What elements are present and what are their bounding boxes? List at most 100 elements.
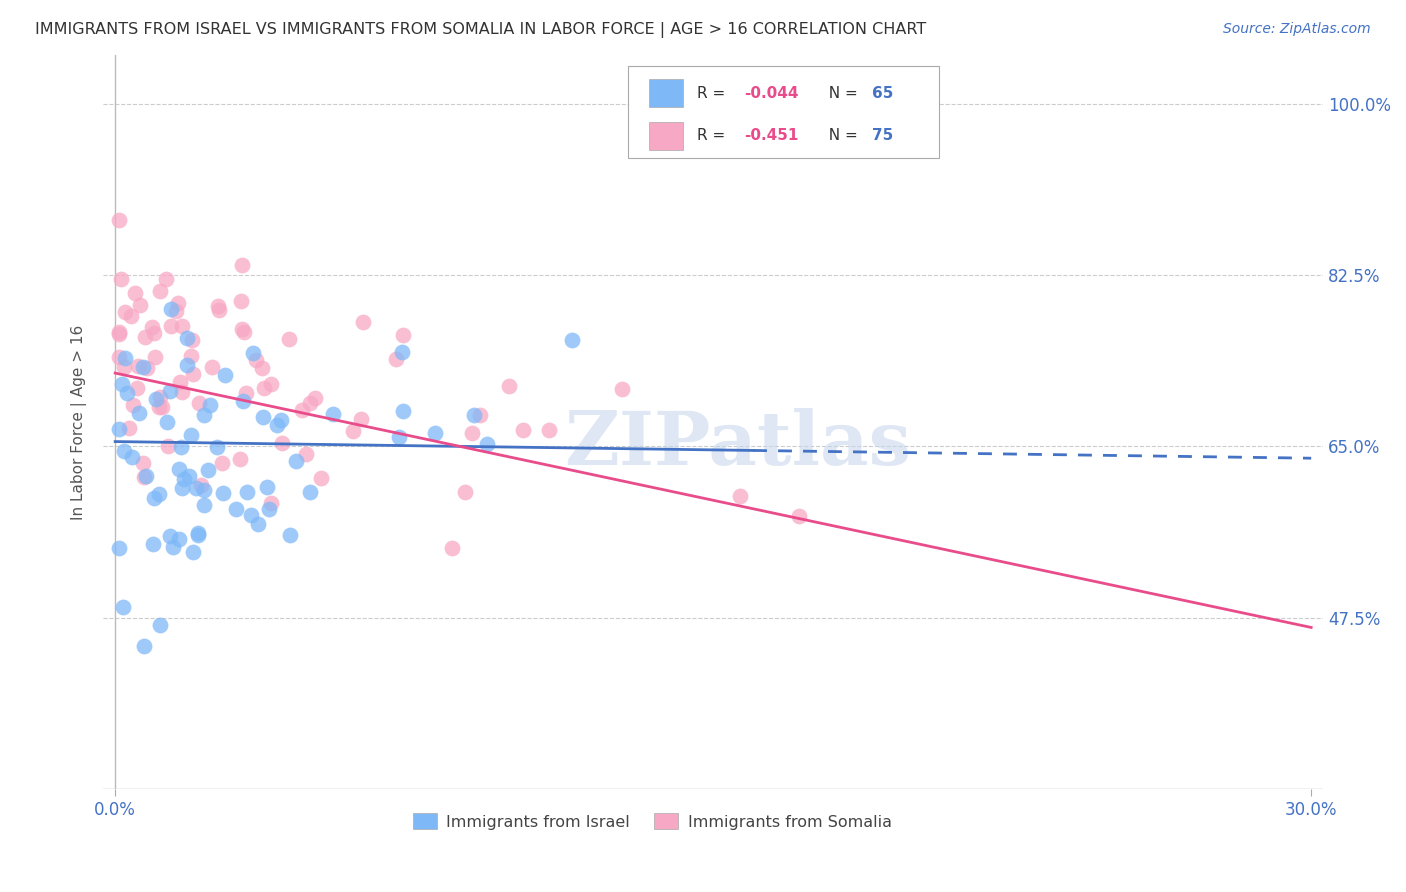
Point (170, 481, 193, 495)
Point (170, 384, 193, 399)
Point (142, 491, 165, 505)
Point (256, 480, 278, 494)
Point (149, 284, 172, 298)
Point (181, 545, 204, 559)
Point (112, 600, 135, 615)
Point (108, 325, 131, 339)
Point (156, 415, 179, 429)
Point (131, 359, 153, 374)
Point (193, 408, 215, 422)
Point (468, 408, 491, 422)
Point (236, 485, 259, 500)
Point (270, 413, 292, 427)
Text: 75: 75 (872, 128, 893, 143)
Point (232, 393, 254, 408)
Legend: Immigrants from Israel, Immigrants from Somalia: Immigrants from Israel, Immigrants from … (406, 806, 898, 836)
Point (304, 392, 326, 406)
Point (290, 403, 312, 417)
Point (322, 407, 344, 421)
Point (561, 334, 583, 348)
Point (242, 345, 264, 359)
Point (148, 487, 170, 501)
Point (538, 423, 561, 437)
Point (260, 496, 283, 510)
Point (184, 481, 207, 495)
Point (278, 528, 301, 542)
Point (159, 529, 181, 543)
Point (193, 498, 215, 512)
Point (152, 400, 174, 414)
Point (149, 390, 172, 404)
Point (176, 359, 198, 373)
Point (114, 351, 136, 365)
Point (277, 332, 299, 346)
Point (266, 418, 288, 433)
Text: R =: R = (697, 86, 731, 101)
Point (252, 410, 274, 425)
Point (461, 426, 484, 441)
Point (149, 618, 172, 632)
Point (228, 452, 250, 467)
Point (309, 471, 332, 485)
Point (155, 272, 177, 286)
Point (132, 456, 155, 470)
Point (122, 398, 145, 412)
Point (193, 483, 215, 497)
Text: N =: N = (820, 86, 863, 101)
Point (132, 640, 155, 654)
Point (270, 436, 292, 450)
Point (181, 334, 204, 348)
Point (385, 352, 408, 367)
Point (512, 423, 534, 437)
Point (211, 456, 233, 470)
Point (610, 382, 633, 396)
Point (477, 437, 499, 451)
Point (127, 381, 149, 395)
Point (143, 350, 166, 364)
Point (108, 350, 131, 364)
Point (298, 484, 321, 499)
FancyBboxPatch shape (628, 66, 939, 158)
Point (108, 422, 131, 436)
Point (298, 396, 321, 410)
Text: Source: ZipAtlas.com: Source: ZipAtlas.com (1223, 22, 1371, 37)
Point (120, 309, 142, 323)
Text: IMMIGRANTS FROM ISRAEL VS IMMIGRANTS FROM SOMALIA IN LABOR FORCE | AGE > 16 CORR: IMMIGRANTS FROM ISRAEL VS IMMIGRANTS FRO… (35, 22, 927, 38)
Point (111, 377, 134, 392)
Point (124, 286, 146, 301)
Point (112, 359, 135, 374)
Point (108, 326, 131, 341)
Point (463, 409, 485, 423)
Point (128, 406, 150, 420)
Point (135, 469, 157, 483)
Point (231, 321, 253, 335)
Point (260, 377, 283, 392)
Point (391, 327, 413, 342)
Point (352, 315, 374, 329)
Point (391, 345, 413, 359)
Point (187, 528, 209, 542)
Point (240, 508, 263, 523)
Point (110, 271, 132, 285)
Point (136, 360, 159, 375)
Point (201, 360, 224, 375)
Text: 65: 65 (872, 86, 893, 101)
Point (112, 444, 135, 458)
Point (233, 326, 256, 340)
Point (172, 318, 194, 333)
Point (728, 489, 751, 503)
Point (387, 430, 409, 444)
Point (294, 447, 316, 461)
Point (342, 424, 364, 438)
Point (197, 462, 219, 476)
Point (169, 375, 191, 389)
Point (170, 440, 193, 454)
Point (350, 412, 373, 426)
Point (181, 367, 204, 381)
Point (205, 440, 228, 454)
Point (454, 484, 477, 499)
Point (177, 468, 200, 483)
Point (141, 320, 163, 334)
Point (160, 318, 183, 333)
Bar (648, 79, 683, 107)
